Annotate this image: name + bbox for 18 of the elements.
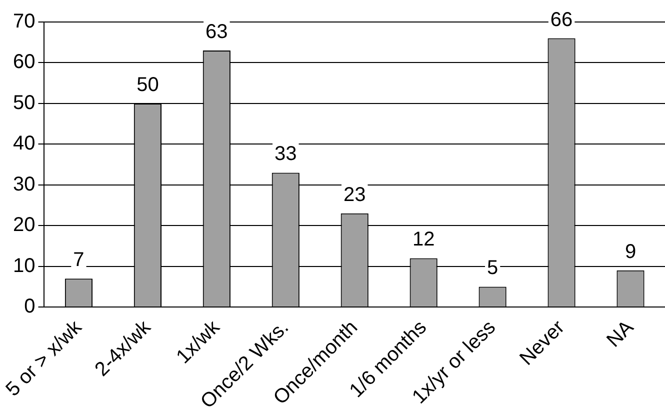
data-label: 23 bbox=[344, 184, 366, 206]
data-label: 7 bbox=[73, 249, 84, 272]
y-tick-label: 10 bbox=[12, 254, 36, 277]
y-tick-label: 60 bbox=[12, 51, 36, 74]
data-label: 5 bbox=[487, 257, 498, 280]
data-label: 50 bbox=[136, 74, 159, 96]
y-tick-label: 40 bbox=[12, 132, 36, 155]
data-label: 66 bbox=[550, 8, 573, 31]
y-tick-label: 20 bbox=[12, 214, 36, 236]
data-label: 9 bbox=[624, 240, 636, 263]
data-label: 33 bbox=[274, 143, 297, 166]
data-label: 63 bbox=[206, 21, 228, 44]
y-tick-label: 0 bbox=[24, 296, 36, 318]
data-label: 12 bbox=[412, 228, 435, 251]
y-tick-label: 50 bbox=[12, 92, 36, 114]
y-tick-label: 70 bbox=[12, 10, 36, 33]
y-tick-label: 30 bbox=[12, 173, 36, 196]
x-tick-label: NA bbox=[602, 316, 638, 352]
